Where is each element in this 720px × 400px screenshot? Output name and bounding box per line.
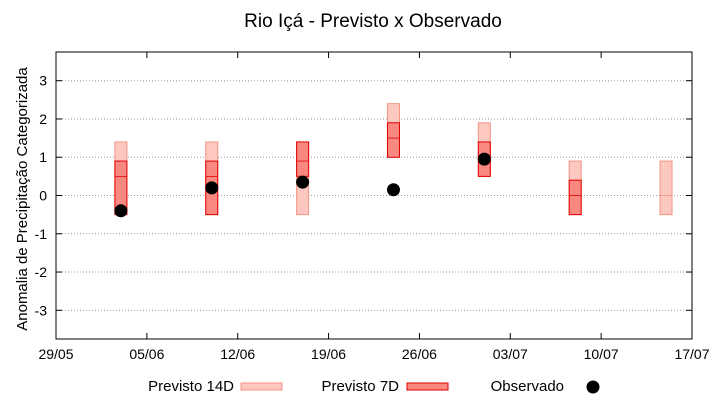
y-tick-label: 2 xyxy=(39,111,47,127)
previsto-14d-box xyxy=(659,160,673,216)
x-tick-label: 03/07 xyxy=(493,346,528,362)
chart-title: Rio Içá - Previsto x Observado xyxy=(244,11,502,32)
legend-swatch xyxy=(240,382,283,391)
observado-point xyxy=(477,152,491,166)
previsto-7d-box xyxy=(386,122,400,158)
x-tick-label: 17/07 xyxy=(674,346,709,362)
y-tick-label: -2 xyxy=(35,264,48,280)
legend: Previsto 14D Previsto 7D Observado xyxy=(148,378,600,395)
x-tick-label: 12/06 xyxy=(220,346,255,362)
y-tick-label: -3 xyxy=(35,302,48,318)
x-tick-label: 29/05 xyxy=(38,346,73,362)
legend-label: Previsto 7D xyxy=(321,378,399,395)
legend-swatch xyxy=(406,382,449,391)
y-axis-label: Anomalia de Precipitação Categorizada xyxy=(14,67,31,331)
y-tick-label: 1 xyxy=(39,149,47,165)
legend-swatch xyxy=(586,380,600,394)
x-tick-label: 19/06 xyxy=(311,346,346,362)
legend-label: Observado xyxy=(491,378,564,395)
observado-point xyxy=(296,175,310,189)
observado-point xyxy=(114,204,128,218)
previsto-7d-box xyxy=(296,141,310,177)
grid-layer xyxy=(56,80,692,311)
x-tick-label: 05/06 xyxy=(129,346,164,362)
y-tick-label: -1 xyxy=(35,226,48,242)
series-observado xyxy=(114,152,491,218)
observado-point xyxy=(205,181,219,195)
y-tick-label: 3 xyxy=(39,73,47,89)
series-previsto-7d xyxy=(114,122,582,216)
previsto-7d-box xyxy=(568,179,582,216)
plot-border xyxy=(55,51,693,340)
x-tick-label: 26/06 xyxy=(402,346,437,362)
axes-layer: -3 -2 -1 0 1 2 3 29/05 05/06 12/06 19/06 26/06 03/07… xyxy=(35,51,710,362)
series-previsto-14d xyxy=(114,103,673,216)
x-tick-label: 10/07 xyxy=(584,346,619,362)
legend-label: Previsto 14D xyxy=(148,378,234,395)
y-tick-label: 0 xyxy=(39,188,47,204)
observado-point xyxy=(386,183,400,197)
